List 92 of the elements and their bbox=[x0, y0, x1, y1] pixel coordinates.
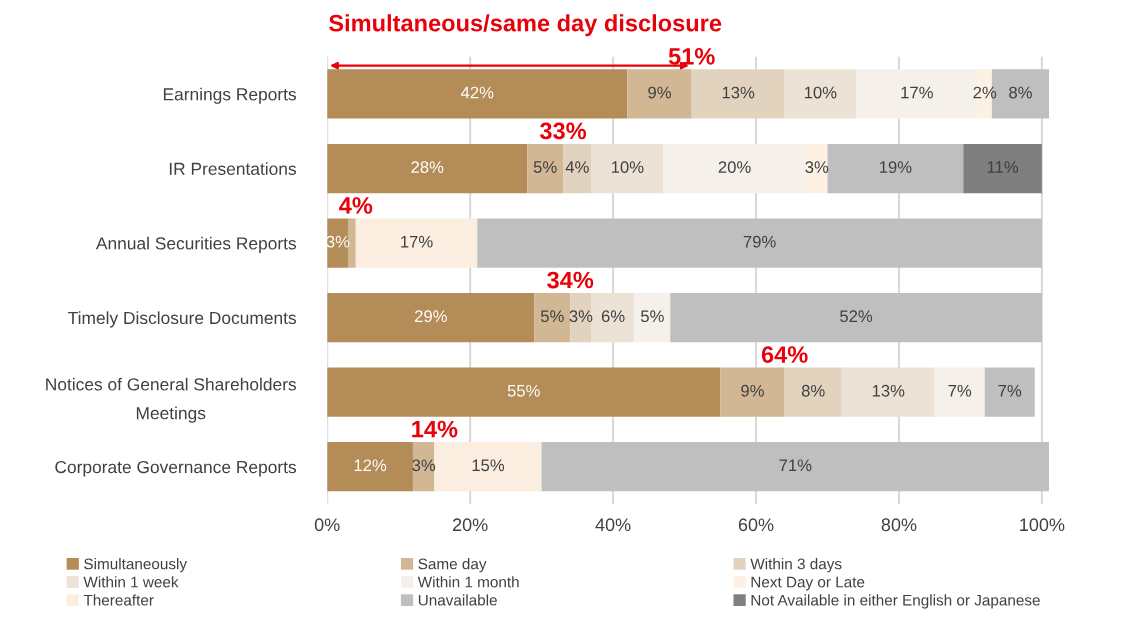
bar bbox=[563, 143, 592, 194]
data-label: 4% bbox=[565, 161, 589, 173]
bar bbox=[527, 143, 564, 194]
legend-label: Thereafter bbox=[83, 594, 154, 606]
data-label: 7% bbox=[948, 384, 972, 397]
annotation: 4% bbox=[339, 197, 373, 214]
bar bbox=[327, 442, 413, 492]
data-label: 9% bbox=[741, 384, 764, 397]
legend-label: Unavailable bbox=[418, 594, 497, 606]
data-label: 17% bbox=[901, 86, 933, 99]
bar bbox=[477, 218, 1042, 268]
data-label: 15% bbox=[472, 459, 505, 472]
bar bbox=[634, 293, 671, 343]
annotation: 14% bbox=[412, 420, 458, 438]
data-label: 5% bbox=[533, 161, 557, 173]
legend-label: Not Available in either English or Japanese bbox=[751, 594, 1040, 609]
data-label: 17% bbox=[401, 235, 433, 248]
bar bbox=[784, 69, 857, 119]
x-tick-label: 60% bbox=[738, 518, 774, 532]
data-label: 29% bbox=[414, 310, 447, 323]
bar bbox=[434, 442, 542, 492]
data-label: 3% bbox=[805, 161, 829, 173]
bar bbox=[591, 293, 635, 343]
legend-label: Next Day or Late bbox=[751, 576, 865, 591]
data-label: 28% bbox=[411, 161, 444, 173]
bar bbox=[327, 218, 349, 268]
bar bbox=[827, 143, 964, 194]
bar bbox=[784, 367, 842, 417]
data-label: 5% bbox=[641, 310, 664, 323]
data-label: 55% bbox=[507, 384, 540, 397]
data-label: 10% bbox=[804, 86, 837, 99]
data-label: 52% bbox=[840, 310, 873, 323]
data-label: 71% bbox=[779, 459, 812, 472]
bar bbox=[720, 367, 785, 417]
y-tick-label: IR Presentations bbox=[169, 162, 297, 175]
data-label: 6% bbox=[601, 310, 625, 323]
x-tick-label: 0% bbox=[314, 518, 340, 532]
bar bbox=[327, 143, 528, 194]
bar bbox=[984, 367, 1035, 417]
data-label: 13% bbox=[872, 384, 905, 397]
annotation: 34% bbox=[547, 271, 594, 289]
legend-label: Within 3 days bbox=[750, 558, 842, 573]
data-label: 5% bbox=[540, 310, 564, 323]
data-label: 19% bbox=[879, 161, 912, 173]
bar bbox=[355, 218, 478, 268]
data-label: 3% bbox=[569, 310, 593, 323]
bar bbox=[541, 442, 1050, 492]
bar bbox=[963, 143, 1042, 194]
data-label: 11% bbox=[987, 161, 1019, 173]
data-label: 8% bbox=[1009, 86, 1032, 99]
y-tick-label: Annual Securities Reports bbox=[95, 236, 297, 253]
bar bbox=[691, 69, 785, 119]
legend-label: Within 1 month bbox=[417, 576, 519, 588]
data-label: 3% bbox=[326, 235, 350, 248]
data-label: 13% bbox=[722, 86, 755, 99]
annotation: 64% bbox=[761, 346, 808, 363]
legend-label: Same day bbox=[418, 558, 487, 573]
annotation: 51% bbox=[668, 48, 715, 65]
x-tick-label: 80% bbox=[881, 518, 917, 532]
bar bbox=[327, 69, 628, 119]
data-label: 10% bbox=[611, 161, 644, 173]
y-tick-label: Notices of General Shareholders Meetings bbox=[46, 377, 297, 423]
chart-title: Simultaneous/same day disclosure bbox=[329, 14, 722, 37]
x-tick-label: 100% bbox=[1020, 518, 1065, 532]
bar bbox=[934, 367, 985, 417]
bar bbox=[534, 293, 571, 343]
data-label: 3% bbox=[412, 459, 436, 472]
x-tick-label: 20% bbox=[452, 518, 488, 532]
legend-label: Within 1 week bbox=[83, 576, 179, 588]
bar bbox=[412, 442, 435, 492]
data-label: 7% bbox=[998, 384, 1022, 397]
data-label: 2% bbox=[973, 86, 997, 99]
y-tick-label: Timely Disclosure Documents bbox=[68, 311, 297, 328]
bar bbox=[591, 143, 664, 194]
data-label: 79% bbox=[743, 235, 776, 248]
bar bbox=[348, 218, 356, 268]
bar bbox=[570, 293, 592, 343]
y-tick-label: Corporate Governance Reports bbox=[55, 460, 297, 477]
bar bbox=[841, 367, 935, 417]
data-label: 9% bbox=[648, 86, 671, 99]
y-tick-label: Earnings Reports bbox=[163, 87, 297, 104]
data-label: 42% bbox=[460, 86, 494, 99]
data-label: 8% bbox=[801, 384, 825, 397]
bar bbox=[327, 293, 535, 343]
data-label: 12% bbox=[354, 459, 387, 472]
bar bbox=[327, 367, 721, 417]
legend-label: Simultaneously bbox=[84, 558, 188, 573]
bar bbox=[670, 293, 1042, 343]
bar bbox=[627, 69, 692, 119]
annotation: 33% bbox=[539, 122, 587, 140]
data-label: 20% bbox=[718, 161, 751, 173]
x-tick-label: 40% bbox=[595, 518, 631, 532]
